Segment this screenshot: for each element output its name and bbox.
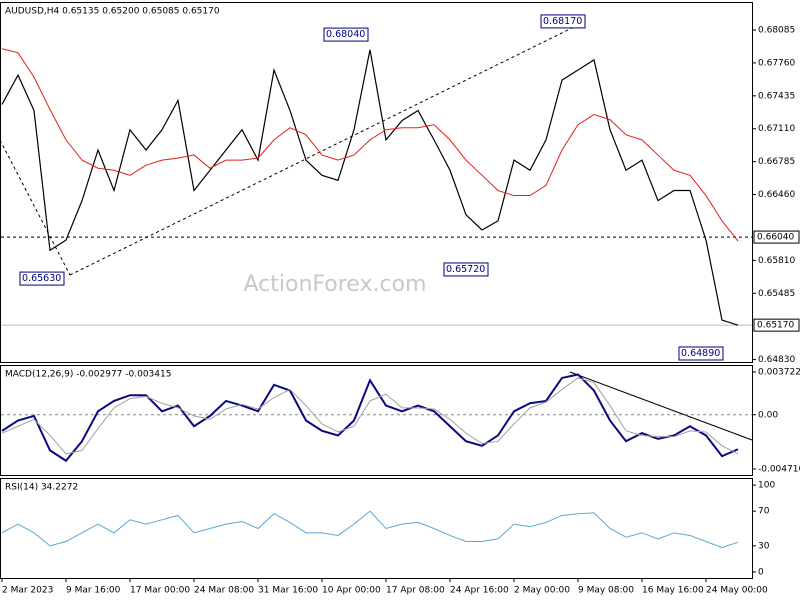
- annotation-label: 0.64890: [681, 348, 720, 359]
- x-tick-label: 9 Mar 16:00: [66, 586, 121, 596]
- x-tick-label: 17 Apr 08:00: [386, 586, 445, 596]
- trend-line: [569, 371, 753, 441]
- y-tick-label: 0.003722: [758, 367, 800, 377]
- x-tick-label: 24 May 00:00: [706, 586, 768, 596]
- annotation-box: [19, 271, 65, 286]
- macd-panel: [0, 365, 753, 476]
- y-tick-label: 0.68085: [758, 26, 795, 36]
- rsi-panel: [0, 478, 753, 579]
- y-tick-label: 0.65485: [758, 289, 795, 299]
- level-label: 0.66040: [757, 233, 794, 243]
- price-panel: [0, 2, 753, 363]
- y-tick-label: 0.65810: [758, 256, 795, 266]
- y-tick-label: 70: [758, 507, 770, 517]
- y-tick-label: -0.004716: [758, 464, 800, 474]
- level-box: [753, 318, 800, 332]
- panel-title: MACD(12,26,9) -0.002977 -0.003415: [5, 370, 171, 380]
- x-tick-label: 17 Mar 00:00: [130, 586, 190, 596]
- y-tick-label: 0.00: [758, 410, 778, 420]
- y-tick-label: 30: [758, 541, 770, 551]
- trend-line: [0, 139, 71, 276]
- y-tick-label: 0.66460: [758, 190, 795, 200]
- y-tick-label: 0.66785: [758, 157, 795, 167]
- x-tick-label: 16 May 16:00: [642, 586, 704, 596]
- annotation-label: 0.65720: [446, 264, 485, 275]
- level-label: 0.65170: [757, 321, 794, 331]
- annotation-box: [678, 346, 724, 361]
- watermark: ActionForex.com: [244, 272, 427, 297]
- y-tick-label: 0: [758, 567, 764, 577]
- y-tick-label: 0.67110: [758, 124, 795, 134]
- annotation-box: [323, 27, 369, 42]
- y-tick-label: 0.67435: [758, 91, 795, 101]
- series-line: [1, 48, 739, 242]
- x-tick-label: 2 May 00:00: [514, 586, 570, 596]
- x-tick-label: 31 Mar 16:00: [258, 586, 318, 596]
- x-tick-label: 9 May 08:00: [578, 586, 634, 596]
- annotation-box: [540, 14, 586, 29]
- panel-title: RSI(14) 34.2272: [5, 483, 78, 493]
- x-tick-label: 10 Apr 00:00: [322, 586, 381, 596]
- annotation-label: 0.65630: [22, 273, 61, 284]
- panel-title: AUDUSD,H4 0.65135 0.65200 0.65085 0.6517…: [5, 7, 220, 17]
- series-line: [1, 49, 739, 326]
- annotation-box: [443, 262, 489, 277]
- series-line: [1, 373, 739, 463]
- x-tick-label: 24 Mar 08:00: [194, 586, 254, 596]
- series-line: [1, 377, 739, 455]
- level-box: [753, 230, 800, 244]
- annotation-label: 0.68170: [543, 16, 582, 27]
- plot-layer: 2 Mar 2023 9 Mar 16:00 17 Mar 00:00 24 Mar …: [1, 7, 800, 596]
- y-tick-label: 100: [758, 481, 775, 491]
- annotation-label: 0.68040: [326, 29, 365, 40]
- series-line: [1, 510, 739, 549]
- x-tick-label: 2 Mar 2023: [2, 586, 53, 596]
- y-tick-label: 0.64830: [758, 355, 795, 365]
- x-tick-label: 24 Apr 16:00: [450, 586, 509, 596]
- y-tick-label: 0.67760: [758, 58, 795, 68]
